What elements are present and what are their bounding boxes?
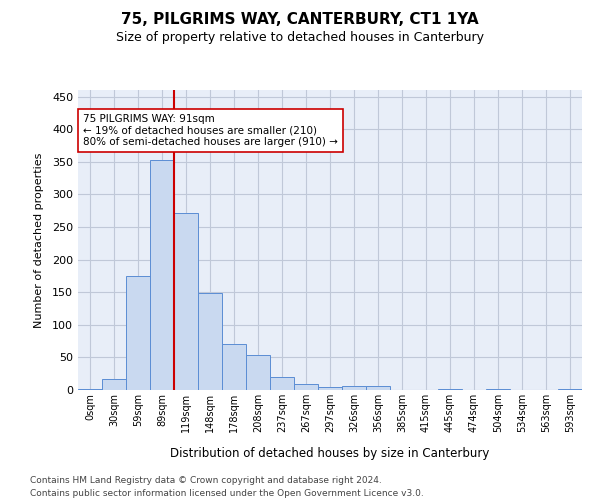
Bar	[318, 386, 342, 390]
Text: Contains HM Land Registry data © Crown copyright and database right 2024.: Contains HM Land Registry data © Crown c…	[30, 476, 382, 485]
Bar	[342, 386, 366, 390]
Bar	[126, 276, 150, 390]
Bar	[174, 212, 198, 390]
Bar	[366, 386, 390, 390]
Bar	[294, 384, 318, 390]
Y-axis label: Number of detached properties: Number of detached properties	[34, 152, 44, 328]
Bar	[198, 294, 222, 390]
Bar	[102, 379, 126, 390]
Text: Contains public sector information licensed under the Open Government Licence v3: Contains public sector information licen…	[30, 489, 424, 498]
Text: 75, PILGRIMS WAY, CANTERBURY, CT1 1YA: 75, PILGRIMS WAY, CANTERBURY, CT1 1YA	[121, 12, 479, 28]
Bar	[246, 355, 270, 390]
Bar	[150, 160, 174, 390]
Bar	[78, 388, 102, 390]
Bar	[222, 344, 246, 390]
Text: Size of property relative to detached houses in Canterbury: Size of property relative to detached ho…	[116, 31, 484, 44]
Bar	[270, 377, 294, 390]
Text: 75 PILGRIMS WAY: 91sqm
← 19% of detached houses are smaller (210)
80% of semi-de: 75 PILGRIMS WAY: 91sqm ← 19% of detached…	[83, 114, 338, 147]
Text: Distribution of detached houses by size in Canterbury: Distribution of detached houses by size …	[170, 448, 490, 460]
